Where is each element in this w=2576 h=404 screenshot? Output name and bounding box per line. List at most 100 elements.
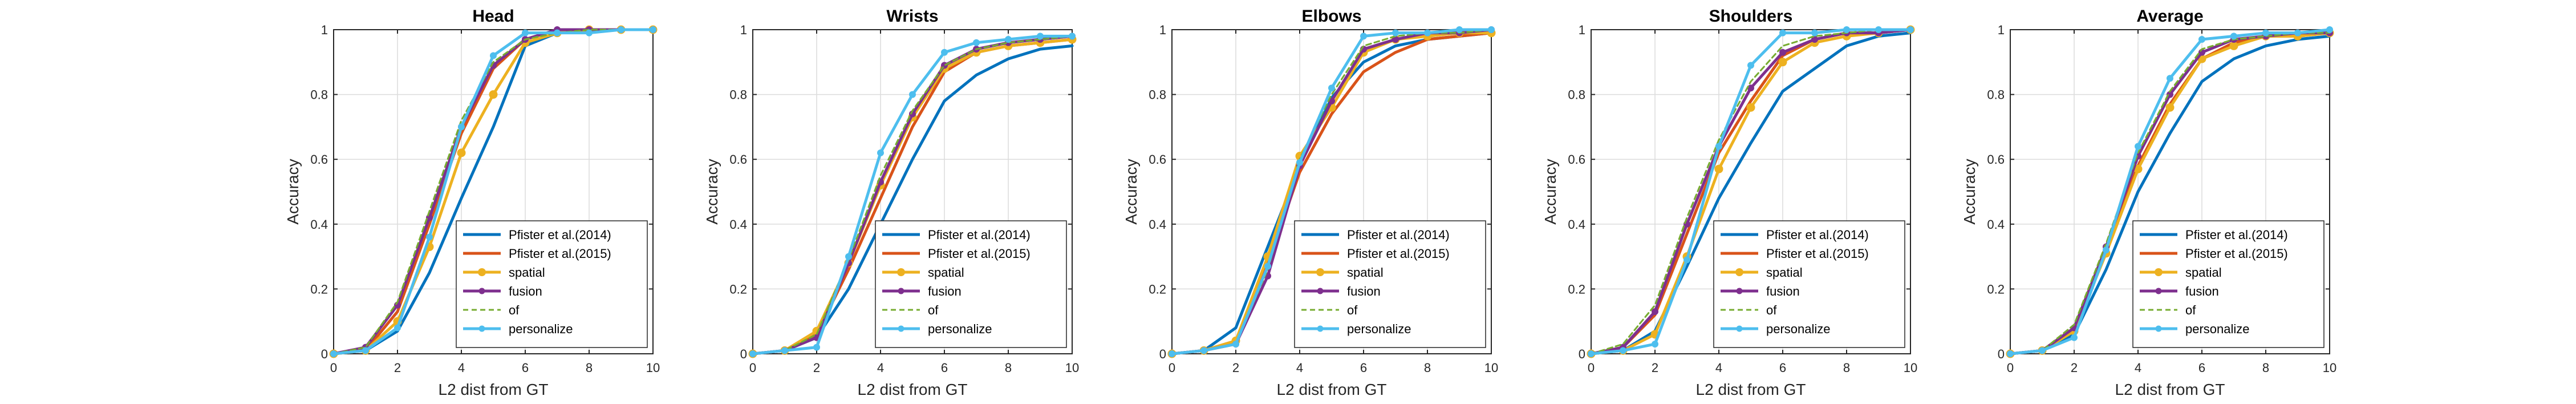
data-point-personalize xyxy=(909,91,916,98)
x-tick-label: 0 xyxy=(2007,361,2014,375)
data-point-personalize xyxy=(458,123,465,131)
x-tick-label: 10 xyxy=(646,361,660,375)
data-point-personalize xyxy=(362,347,369,354)
data-point-personalize xyxy=(1360,33,1367,40)
y-tick-label: 0.2 xyxy=(310,282,328,296)
x-tick-label: 6 xyxy=(1360,361,1367,375)
legend-marker-fusion xyxy=(2155,288,2162,294)
x-tick-label: 0 xyxy=(1169,361,1175,375)
data-point-personalize xyxy=(650,26,656,33)
x-axis-label: L2 dist from GT xyxy=(1277,381,1387,398)
legend-marker-spatial xyxy=(1735,268,1743,276)
data-point-personalize xyxy=(1005,36,1012,43)
legend: Pfister et al.(2014) Pfister et al.(2015)… xyxy=(456,220,648,348)
legend-label: Pfister et al.(2014) xyxy=(2185,228,2288,242)
y-tick-label: 1 xyxy=(1998,23,2005,37)
legend-label: of xyxy=(509,303,520,317)
x-tick-label: 2 xyxy=(1232,361,1239,375)
series-line-pfister2014 xyxy=(1589,31,1912,355)
x-tick-label: 6 xyxy=(941,361,948,375)
legend-label: of xyxy=(2185,303,2196,317)
y-tick-label: 0.4 xyxy=(1568,217,1585,232)
legend-label: Pfister et al.(2015) xyxy=(1347,247,1450,261)
data-point-personalize xyxy=(1907,26,1914,33)
x-tick-label: 8 xyxy=(1424,361,1431,375)
x-tick-label: 0 xyxy=(1588,361,1595,375)
data-point-personalize xyxy=(1456,26,1463,33)
data-point-personalize xyxy=(1069,33,1076,40)
data-point-personalize xyxy=(1392,29,1399,37)
data-point-personalize xyxy=(1715,143,1722,150)
y-tick-label: 0.6 xyxy=(1149,152,1166,167)
legend-label: Pfister et al.(2015) xyxy=(2185,247,2288,261)
data-point-personalize xyxy=(2198,36,2205,43)
x-axis-label: L2 dist from GT xyxy=(2115,381,2225,398)
data-point-personalize xyxy=(2167,75,2173,82)
legend-label: personalize xyxy=(1766,322,1831,336)
data-point-personalize xyxy=(618,26,624,33)
y-tick-label: 0.6 xyxy=(1987,152,2005,167)
data-point-fusion xyxy=(1652,308,1658,316)
x-tick-label: 6 xyxy=(2198,361,2205,375)
x-tick-label: 0 xyxy=(749,361,756,375)
axes-box xyxy=(1591,29,1911,354)
legend: Pfister et al.(2014) Pfister et al.(2015)… xyxy=(875,220,1067,348)
y-tick-label: 0 xyxy=(321,347,328,361)
legend-label: fusion xyxy=(2185,284,2219,298)
legend-marker-fusion xyxy=(1736,288,1743,294)
x-axis-label: L2 dist from GT xyxy=(858,381,968,398)
legend-marker-fusion xyxy=(478,288,485,294)
x-tick-label: 2 xyxy=(1652,361,1658,375)
legend-label: of xyxy=(928,303,939,317)
series-line-of xyxy=(2009,32,2331,355)
chart-panel-elbows: 0 2 4 6 8 10 0 0.2 0.4 0.6 0.8 1 Elbows L2 dist from … xyxy=(1122,7,1498,398)
legend-label: Pfister et al.(2014) xyxy=(1766,228,1869,242)
y-tick-label: 0.8 xyxy=(1568,88,1585,102)
x-tick-label: 10 xyxy=(1904,361,1917,375)
y-tick-label: 0.4 xyxy=(310,217,328,232)
data-point-personalize xyxy=(1296,159,1303,166)
legend: Pfister et al.(2014) Pfister et al.(2015)… xyxy=(1713,220,1905,348)
series-group xyxy=(2006,26,2334,358)
legend-marker-fusion xyxy=(898,288,904,294)
data-point-personalize xyxy=(877,149,884,156)
data-point-personalize xyxy=(394,324,401,332)
axes-box xyxy=(1171,29,1492,354)
x-axis-label: L2 dist from GT xyxy=(1696,381,1806,398)
legend-marker-personalize xyxy=(898,325,904,332)
y-tick-label: 0.4 xyxy=(729,217,747,232)
data-point-personalize xyxy=(1620,347,1626,354)
legend-label: Pfister et al.(2014) xyxy=(509,228,611,242)
chart-title: Shoulders xyxy=(1709,7,1793,26)
data-point-personalize xyxy=(1037,33,1044,40)
axes-box xyxy=(333,29,654,354)
y-tick-label: 0.6 xyxy=(729,152,747,167)
x-tick-label: 2 xyxy=(394,361,401,375)
data-point-personalize xyxy=(1779,29,1786,37)
data-point-personalize xyxy=(2007,350,2014,357)
data-point-personalize xyxy=(2103,247,2110,254)
x-tick-label: 4 xyxy=(2135,361,2141,375)
series-group xyxy=(1167,26,1496,358)
y-tick-label: 1 xyxy=(1159,23,1166,37)
data-point-personalize xyxy=(2135,143,2141,150)
data-point-personalize xyxy=(2326,26,2333,33)
legend-label: Pfister et al.(2015) xyxy=(928,247,1031,261)
legend-label: spatial xyxy=(2185,265,2222,280)
y-tick-label: 1 xyxy=(321,23,328,37)
legend-box xyxy=(2132,220,2325,348)
x-tick-label: 4 xyxy=(1296,361,1303,375)
series-line-pfister2014 xyxy=(2009,34,2331,355)
data-point-personalize xyxy=(426,233,433,241)
legend-label: fusion xyxy=(509,284,542,298)
data-point-personalize xyxy=(2230,33,2237,40)
y-axis-label: Accuracy xyxy=(703,159,721,224)
data-point-personalize xyxy=(1811,29,1818,37)
y-tick-label: 0.8 xyxy=(1987,88,2005,102)
series-line-of xyxy=(1590,29,1912,355)
data-point-personalize xyxy=(586,29,593,37)
y-axis-label: Accuracy xyxy=(1541,159,1559,224)
chart-title: Average xyxy=(2136,7,2203,26)
y-axis-label: Accuracy xyxy=(1961,159,1978,224)
